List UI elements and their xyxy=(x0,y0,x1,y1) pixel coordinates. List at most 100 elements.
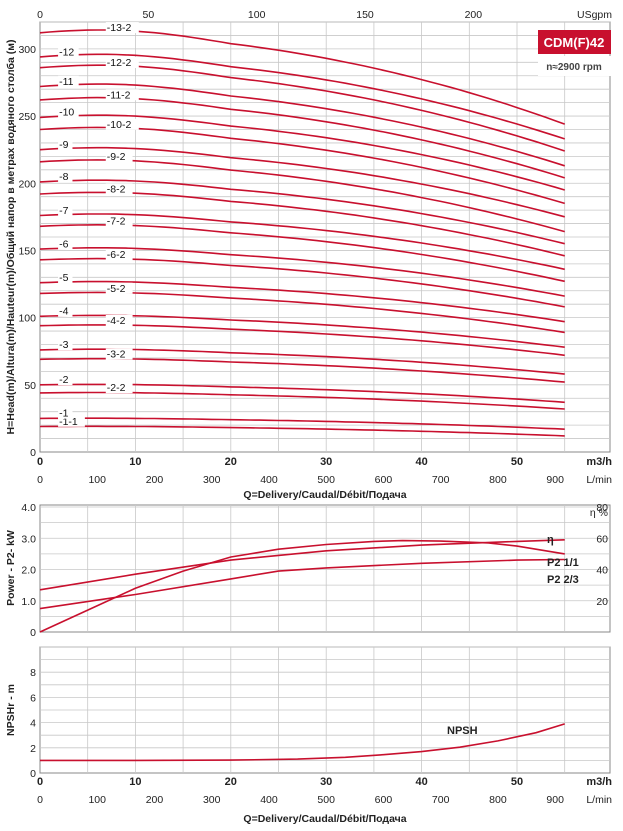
head-curve-5 xyxy=(39,280,565,323)
head-curve-8 xyxy=(39,179,565,245)
npsh-y-tick: 0 xyxy=(30,768,36,780)
head-curve-1 xyxy=(39,417,565,430)
npsh-lmin-tick: 800 xyxy=(489,794,507,806)
head-curve-label: -1-1 xyxy=(59,416,78,428)
head-curve-10 xyxy=(39,114,565,191)
head-curve-label: -6 xyxy=(59,238,68,250)
head-lmin-tick: 600 xyxy=(375,474,393,486)
head-curve-label-bg xyxy=(58,46,79,58)
head-curve-label: -7-2 xyxy=(107,216,126,228)
head-x-tick: 40 xyxy=(415,456,427,468)
usgpm-tick: 100 xyxy=(248,9,266,21)
head-lmin-ticks: 0 100 200 300 400 500 600 700 800 900 xyxy=(37,474,564,486)
head-curve-label-bg xyxy=(105,151,133,163)
head-lmin-tick: 200 xyxy=(146,474,164,486)
head-y-tick: 300 xyxy=(18,44,36,56)
head-curve-label-bg xyxy=(58,75,79,87)
head-curve-label: -11-2 xyxy=(107,89,131,101)
head-y-tick: 200 xyxy=(18,178,36,190)
head-curve-label: -12 xyxy=(59,46,74,58)
npsh-lmin-tick: 900 xyxy=(546,794,564,806)
head-curve-label-bg xyxy=(105,22,139,34)
efficiency-y-tick: 60 xyxy=(596,533,608,545)
power-curves xyxy=(39,539,565,633)
rpm-label: n≈2900 rpm xyxy=(546,62,602,73)
head-curve-label-bg xyxy=(58,238,73,250)
model-badge xyxy=(538,30,611,54)
head-y-tick: 50 xyxy=(24,380,36,392)
head-curve-label: -6-2 xyxy=(107,249,126,261)
power-y-tick: 4.0 xyxy=(21,502,36,514)
power-y-tick: 2.0 xyxy=(21,565,36,577)
head-curve-label-bg xyxy=(105,57,139,68)
head-x-ticks: 0 10 20 30 40 50 xyxy=(37,456,523,468)
head-curve-label: -5-2 xyxy=(107,283,126,295)
head-curve-label-bg xyxy=(58,339,73,351)
npsh-x-label: Q=Delivery/Caudal/Débit/Подача xyxy=(243,813,406,825)
head-curve-label-bg xyxy=(58,106,79,118)
head-lmin-unit: L/min xyxy=(586,474,612,486)
head-curve-label-bg xyxy=(58,415,85,427)
npsh-y-ticks: 0 2 4 6 8 xyxy=(30,667,36,780)
efficiency-curve xyxy=(39,539,565,633)
head-curve-label: -2 xyxy=(59,374,68,386)
head-curve-label-bg xyxy=(58,407,73,419)
head-y-label: H=Head(m)/Altura(m)/Hauteur(m)/Общий нап… xyxy=(5,40,17,435)
head-x-tick: 20 xyxy=(225,456,237,468)
rpm-box xyxy=(538,56,611,76)
npsh-grid xyxy=(40,646,610,773)
head-lmin-tick: 400 xyxy=(260,474,278,486)
npsh-lmin-tick: 700 xyxy=(432,794,450,806)
efficiency-y-tick: 20 xyxy=(596,596,608,608)
head-curve-label-bg xyxy=(105,118,139,130)
efficiency-y-tick: 80 xyxy=(596,502,608,514)
head-x-tick: 10 xyxy=(129,456,141,468)
head-curve-7 xyxy=(39,213,565,271)
head-y-ticks: 0 50 100 150 200 250 300 xyxy=(18,44,36,459)
p2-two-thirds-label: P2 2/3 xyxy=(547,574,579,586)
head-y-tick: 0 xyxy=(30,447,36,459)
power-y-tick: 3.0 xyxy=(21,533,36,545)
usgpm-tick: 150 xyxy=(356,9,374,21)
npsh-lmin-tick: 300 xyxy=(203,794,221,806)
head-curve-3-2 xyxy=(39,357,565,383)
power-chart-frame xyxy=(39,504,611,633)
model-label: CDM(F)42 xyxy=(544,35,605,50)
head-curve-label-bg xyxy=(58,272,73,283)
head-y-tick: 150 xyxy=(18,245,36,257)
head-x-unit: m3/h xyxy=(586,456,612,468)
head-curve-label: -13-2 xyxy=(107,22,132,34)
npsh-lmin-tick: 100 xyxy=(88,794,106,806)
head-x-tick: 30 xyxy=(320,456,332,468)
head-curve-9 xyxy=(39,146,565,218)
head-curve-label-bg xyxy=(105,382,133,394)
head-curve-label-bg xyxy=(58,138,73,150)
head-curve-label: -4 xyxy=(59,306,68,318)
head-curve-1-1 xyxy=(39,425,565,437)
npsh-y-tick: 2 xyxy=(30,743,36,755)
head-y-tick: 250 xyxy=(18,111,36,123)
p2-two-thirds-curve xyxy=(39,558,565,610)
npsh-lmin-tick: 500 xyxy=(317,794,335,806)
head-x-tick: 0 xyxy=(37,456,43,468)
usgpm-ticks: 0 50 100 150 200 xyxy=(37,9,482,21)
head-lmin-tick: 0 xyxy=(37,474,43,486)
head-curve-label-bg xyxy=(105,282,133,294)
npsh-curve-label: NPSH xyxy=(447,725,478,737)
head-curve-label: -10 xyxy=(59,107,74,119)
head-curve-label-bg xyxy=(105,215,133,227)
head-lmin-tick: 300 xyxy=(203,474,221,486)
head-curve-label-bg xyxy=(105,89,139,101)
usgpm-tick: 0 xyxy=(37,9,43,21)
head-curve-11 xyxy=(39,83,565,167)
head-lmin-tick: 700 xyxy=(432,474,450,486)
head-curve-label: -2-2 xyxy=(107,382,126,394)
head-x-label: Q=Delivery/Caudal/Débit/Подача xyxy=(243,489,406,501)
head-curve-label-bg xyxy=(105,348,133,360)
head-curve-label: -10-2 xyxy=(107,119,132,131)
p2-full-label: P2 1/1 xyxy=(547,557,579,569)
npsh-curve xyxy=(40,723,565,762)
head-curve-12 xyxy=(39,53,565,140)
head-lmin-tick: 800 xyxy=(489,474,507,486)
head-curve-labels: -1-1-1-2-2-2-3-2-3-4-2-4-5-2-5-6-2-6-7-2… xyxy=(58,22,139,428)
